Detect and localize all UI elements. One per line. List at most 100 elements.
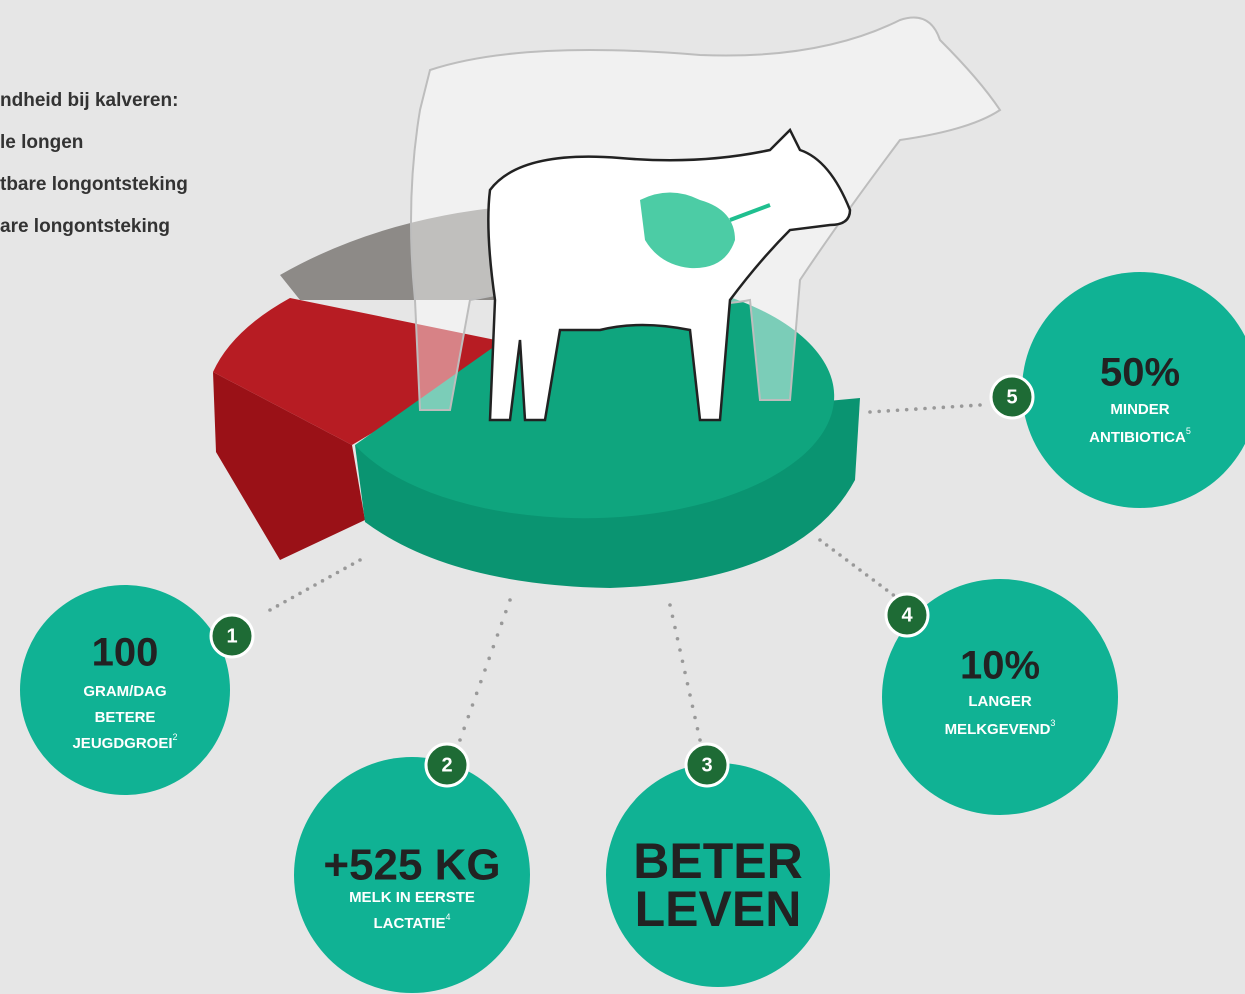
connector-dot [283, 600, 287, 604]
connector-dot [492, 645, 496, 649]
benefit-line-text: LANGER [968, 693, 1032, 710]
footnote: 4 [445, 912, 450, 922]
benefit-line: MELK IN EERSTE [349, 889, 475, 906]
connector-dot [691, 704, 695, 708]
connector-dot [951, 405, 955, 409]
connector-dot [885, 588, 889, 592]
connector-dot [698, 738, 702, 742]
benefit-line-text: LACTATIE [374, 915, 446, 932]
benefit-line: MELKGEVEND3 [945, 718, 1056, 738]
benefit-line-text: GRAM/DAG [83, 683, 166, 700]
connector-dot [508, 598, 512, 602]
connector-dot [896, 408, 900, 412]
benefit-line-text: MELKGEVEND [945, 721, 1051, 738]
connector-dot [321, 579, 325, 583]
connector-dot [693, 716, 697, 720]
connector-dot [487, 657, 491, 661]
connector-dot [832, 548, 836, 552]
benefit-line: LACTATIE4 [374, 912, 451, 932]
benefit-headline: LEVEN [635, 881, 802, 937]
legend-item: tbare longontsteking [0, 174, 188, 195]
connector-dot [479, 680, 483, 684]
connector-dot [671, 614, 675, 618]
benefit-line: MINDER [1110, 401, 1169, 418]
connector-dot [336, 571, 340, 575]
connector-dot [960, 404, 964, 408]
connector-dot [351, 562, 355, 566]
connector-dot [852, 563, 856, 567]
connector-dot [458, 738, 462, 742]
legend: ndheid bij kalveren: le longen tbare lon… [0, 90, 188, 237]
legend-item: are longontsteking [0, 216, 170, 237]
connector-dot [462, 727, 466, 731]
connector-dot [858, 568, 862, 572]
badge-number: 5 [1006, 386, 1017, 408]
benefit-line: LANGER [968, 693, 1032, 710]
connector-dot [825, 543, 829, 547]
connector-dot [298, 592, 302, 596]
legend-item: le longen [0, 132, 83, 153]
benefit-headline: +525 KG [323, 841, 500, 890]
connector-dot [914, 407, 918, 411]
benefit-line-text: JEUGDGROEI [72, 735, 172, 752]
benefit-headline: 50% [1100, 351, 1180, 395]
benefit: 10% LANGER MELKGEVEND3 4 [882, 579, 1118, 815]
badge-number: 1 [226, 625, 237, 647]
connector-dot [328, 575, 332, 579]
connector-dot [686, 682, 690, 686]
connector-dot [291, 596, 295, 600]
connector-dot [467, 715, 471, 719]
connector-dot [673, 626, 677, 630]
benefit-headline: 100 [92, 631, 159, 675]
badge-number: 4 [901, 604, 913, 626]
connector-dot [942, 406, 946, 410]
infographic: ndheid bij kalveren: le longen tbare lon… [0, 0, 1245, 994]
connector-dot [496, 633, 500, 637]
connector-dot [878, 583, 882, 587]
connector-dot [872, 578, 876, 582]
connector-dot [978, 403, 982, 407]
badge-number: 2 [441, 754, 452, 776]
legend-title: ndheid bij kalveren: [0, 90, 178, 111]
benefit-line: GRAM/DAG [83, 683, 166, 700]
badge-number: 3 [701, 754, 712, 776]
pie-illustration [213, 18, 1000, 589]
connector-dot [838, 553, 842, 557]
benefit-line: ANTIBIOTICA5 [1089, 426, 1191, 446]
connector-dot [681, 659, 685, 663]
connector-dot [504, 610, 508, 614]
connector-dot [845, 558, 849, 562]
benefit: 100 GRAM/DAG BETERE JEUGDGROEI2 1 [20, 585, 253, 795]
connector-dot [483, 668, 487, 672]
connector-dot [668, 603, 672, 607]
footnote: 5 [1186, 426, 1191, 436]
connector-dot [923, 407, 927, 411]
connector-dot [688, 693, 692, 697]
connector-dot [868, 410, 872, 414]
connector-dot [268, 608, 272, 612]
connector-dot [500, 622, 504, 626]
connector-dot [276, 604, 280, 608]
connector-dot [306, 587, 310, 591]
footnote: 3 [1050, 718, 1055, 728]
connector-dot [969, 404, 973, 408]
benefit-line-text: MINDER [1110, 401, 1169, 418]
connector-dot [678, 648, 682, 652]
connector-dot [475, 692, 479, 696]
connector-dot [887, 409, 891, 413]
connector-dot [343, 567, 347, 571]
benefit-line: BETERE [95, 709, 156, 726]
benefit-line-text: MELK IN EERSTE [349, 889, 475, 906]
connector-dot [696, 727, 700, 731]
benefit-line-text: BETERE [95, 709, 156, 726]
connector-dot [877, 410, 881, 414]
benefit-headline: 10% [960, 644, 1040, 688]
connector-dot [865, 573, 869, 577]
footnote: 2 [173, 732, 178, 742]
benefit-line: JEUGDGROEI2 [72, 732, 177, 752]
connector-dot [818, 538, 822, 542]
connector-dot [932, 406, 936, 410]
connector-dot [683, 671, 687, 675]
